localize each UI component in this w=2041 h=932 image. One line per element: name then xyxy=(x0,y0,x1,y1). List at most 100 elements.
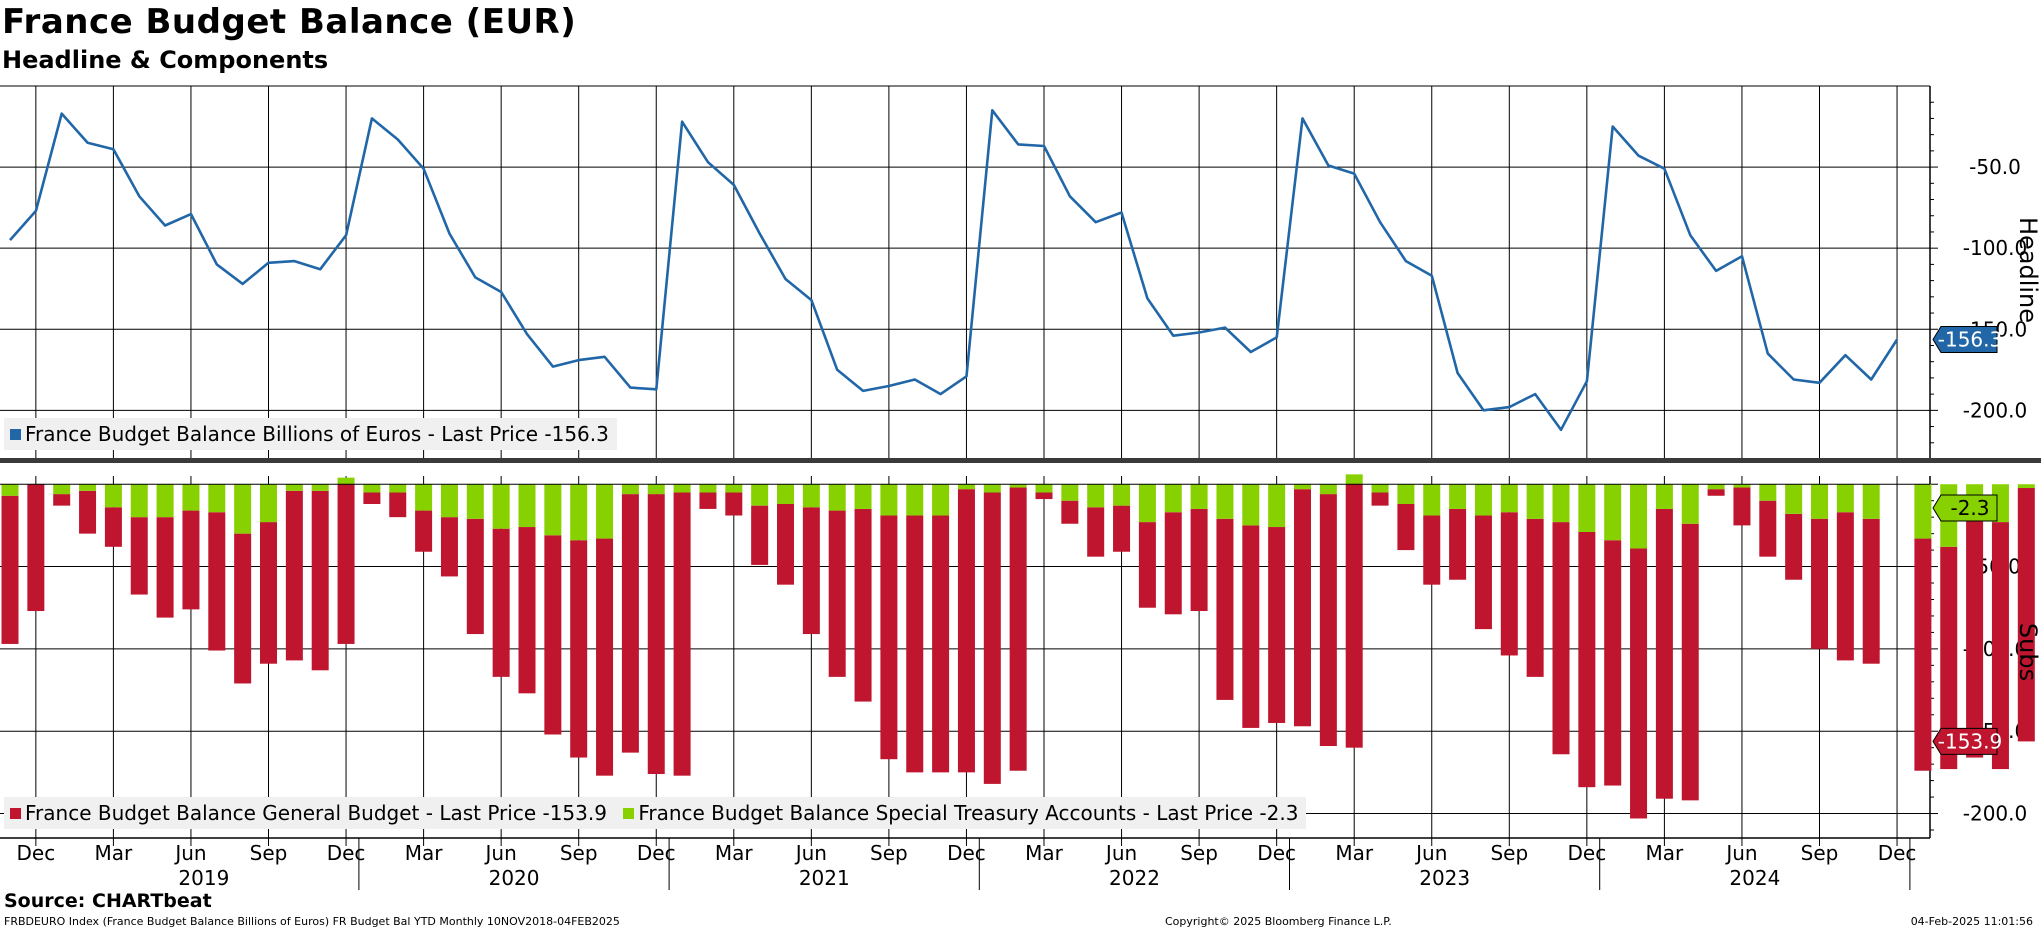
special-accounts-bar xyxy=(1811,484,1828,519)
x-tick-label-month: Sep xyxy=(1180,841,1218,865)
general-budget-bar xyxy=(1552,522,1570,755)
special-accounts-bar xyxy=(828,484,846,511)
general-budget-bar xyxy=(1604,540,1622,786)
general-budget-bar xyxy=(1294,489,1311,727)
special-accounts-bar xyxy=(1371,484,1389,493)
special-accounts-bar xyxy=(1526,484,1544,519)
general-budget-bar xyxy=(1087,507,1105,557)
general-budget-bar xyxy=(751,505,769,565)
x-tick-label-month: Mar xyxy=(1335,841,1374,865)
special-accounts-bar xyxy=(983,484,1001,493)
special-accounts-bar xyxy=(208,484,226,513)
general-budget-bar xyxy=(1862,518,1880,664)
general-budget-bar xyxy=(1345,484,1363,748)
general-budget-bar xyxy=(983,492,1001,784)
special-accounts-bar xyxy=(518,484,536,528)
x-tick-label-year: 2020 xyxy=(489,866,540,890)
general-budget-bar xyxy=(673,492,691,776)
x-tick-label-month: Sep xyxy=(560,841,598,865)
x-tick-label-year: 2021 xyxy=(799,866,850,890)
special-accounts-bar xyxy=(1862,484,1880,519)
special-last-tag-box xyxy=(1932,494,1998,522)
general-budget-bar xyxy=(647,494,665,775)
panel-label-headline: Headline xyxy=(2014,217,2041,323)
special-accounts-bar xyxy=(466,484,484,519)
special-accounts-bar xyxy=(1836,484,1854,513)
special-accounts-bar xyxy=(1216,484,1234,519)
special-accounts-bar xyxy=(544,484,562,536)
special-accounts-bar xyxy=(1707,484,1725,490)
special-accounts-bar xyxy=(311,484,329,491)
general-budget-bar xyxy=(932,515,950,773)
general-budget-bar xyxy=(906,515,924,773)
general-budget-bar xyxy=(1474,515,1492,630)
y-tick-label-top: -50.0 xyxy=(1969,155,2021,179)
general-budget-bar xyxy=(1371,492,1389,506)
x-tick-label-month: Jun xyxy=(1104,841,1137,865)
general-budget-legend-swatch xyxy=(10,808,21,819)
general-budget-bar xyxy=(777,503,794,585)
general-budget-bar xyxy=(311,490,329,671)
general-budget-bar xyxy=(1061,500,1079,524)
subs-legend: France Budget Balance General Budget - L… xyxy=(4,797,1307,829)
general-budget-bar xyxy=(1733,487,1751,526)
general-budget-bar xyxy=(1397,503,1415,551)
general-budget-bar xyxy=(570,540,588,758)
general-budget-bar xyxy=(596,538,614,776)
special-accounts-bar xyxy=(854,484,872,509)
general-budget-bar xyxy=(1190,508,1208,612)
general-budget-bar xyxy=(234,533,252,684)
x-tick-label-year: 2024 xyxy=(1729,866,1780,890)
general-budget-bar xyxy=(466,518,484,635)
general-budget-bar xyxy=(1940,546,1958,770)
x-tick-label-month: Sep xyxy=(1801,841,1839,865)
general-budget-bar xyxy=(1630,548,1648,819)
footer-center: Copyright© 2025 Bloomberg Finance L.P. xyxy=(1165,915,1392,928)
special-accounts-bar xyxy=(104,484,122,508)
special-accounts-legend-label: France Budget Balance Special Treasury A… xyxy=(638,801,1299,825)
general-budget-bar xyxy=(1164,512,1182,615)
special-accounts-bar xyxy=(1578,484,1596,532)
general-budget-bar xyxy=(725,492,743,516)
general-budget-bar xyxy=(1707,489,1725,496)
general-budget-bar xyxy=(1319,494,1337,747)
general-budget-bar xyxy=(1966,515,1984,758)
general-budget-bar xyxy=(104,507,122,547)
x-tick-label-year: 2019 xyxy=(178,866,229,890)
special-accounts-bar xyxy=(156,484,174,518)
special-accounts-bar xyxy=(1061,484,1079,501)
special-accounts-bar xyxy=(79,484,97,491)
special-accounts-bar xyxy=(182,484,200,511)
special-accounts-legend-swatch xyxy=(623,808,635,819)
general-budget-bar xyxy=(1811,518,1828,649)
general-budget-bar xyxy=(1578,531,1596,788)
general-budget-bar xyxy=(285,490,303,661)
general-budget-bar xyxy=(1035,492,1053,500)
special-accounts-bar xyxy=(1190,484,1208,509)
special-accounts-bar xyxy=(1268,484,1286,528)
general-budget-bar xyxy=(1914,538,1932,771)
special-accounts-bar xyxy=(932,484,950,516)
x-tick-label-month: Dec xyxy=(1257,841,1296,865)
x-tick-label-month: Sep xyxy=(250,841,288,865)
y-tick-label-top: -200.0 xyxy=(1963,398,2027,422)
x-tick-label-month: Mar xyxy=(1025,841,1064,865)
general-budget-bar xyxy=(802,507,820,635)
x-tick-label-month: Dec xyxy=(947,841,986,865)
general-budget-bar xyxy=(1009,487,1027,771)
general-budget-bar xyxy=(182,510,200,610)
special-accounts-bar xyxy=(1604,484,1622,541)
x-tick-label-month: Mar xyxy=(715,841,754,865)
footer-right: 04-Feb-2025 11:01:56 xyxy=(1910,915,2033,928)
general-budget-bar xyxy=(621,494,639,753)
special-accounts-bar xyxy=(1630,484,1648,549)
general-budget-bar xyxy=(1655,508,1673,799)
general-budget-legend-label: France Budget Balance General Budget - L… xyxy=(25,801,607,825)
special-accounts-bar xyxy=(1785,484,1803,514)
footer-left: FRBDEURO Index (France Budget Balance Bi… xyxy=(4,915,620,928)
x-tick-label-month: Dec xyxy=(1878,841,1917,865)
special-accounts-bar xyxy=(1681,484,1699,524)
special-accounts-bar xyxy=(1345,474,1363,485)
special-accounts-bar xyxy=(1087,484,1105,508)
